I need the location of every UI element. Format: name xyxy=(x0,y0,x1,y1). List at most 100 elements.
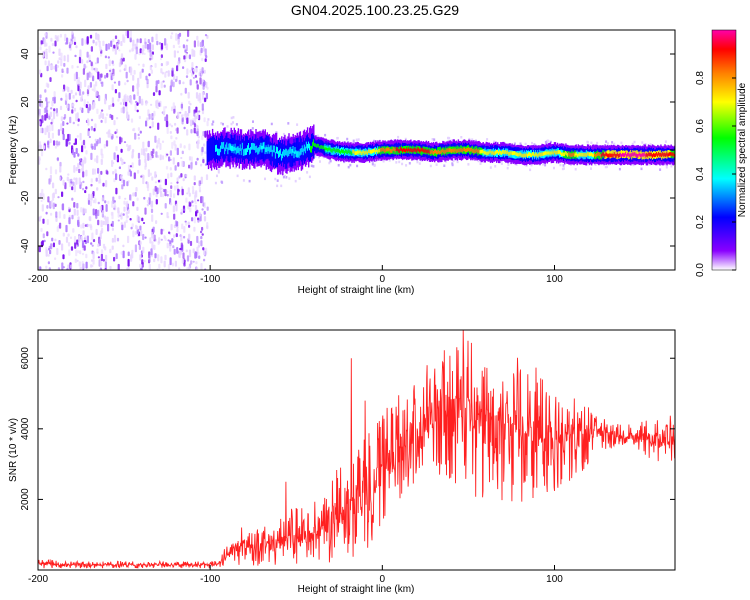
spectrogram-ridge-cell xyxy=(466,148,468,152)
spectrogram-noise-cell xyxy=(134,132,137,140)
spectrogram-noise-cell xyxy=(190,260,193,265)
spectrogram-ridge-cell xyxy=(425,149,428,154)
spectrogram-ridge-cell xyxy=(389,149,391,153)
spectrogram-noise-cell xyxy=(84,39,87,45)
spectrogram-halo-cell xyxy=(632,163,635,167)
spectrogram-noise-cell xyxy=(204,48,207,57)
spectrogram-ridge-cell xyxy=(522,153,525,158)
spectrogram-noise-cell xyxy=(47,140,50,148)
spectrogram-ridge-cell xyxy=(414,147,416,152)
spectrogram-noise-cell xyxy=(130,100,133,105)
spectrogram-noise-cell xyxy=(137,169,140,174)
spectrogram-noise-cell xyxy=(68,92,71,100)
spectrogram-noise-cell xyxy=(165,165,169,170)
spectrogram-noise-cell xyxy=(146,78,149,85)
spectrogram-ridge-cell xyxy=(600,154,602,158)
spectrogram-noise-cell xyxy=(166,153,169,156)
spectrogram-noise-cell xyxy=(161,193,164,198)
spectrogram-noise-cell xyxy=(163,235,166,239)
spectrogram-halo-cell xyxy=(420,159,423,162)
spectrogram-noise-cell xyxy=(41,240,44,246)
spectrogram-noise-cell xyxy=(42,145,46,150)
spectrogram-noise-cell xyxy=(95,228,98,235)
spectrogram-ridge-cell xyxy=(333,147,336,152)
spectrogram-noise-cell xyxy=(144,158,147,164)
spectrogram-noise-cell xyxy=(54,238,57,242)
spectrogram-noise-cell xyxy=(123,161,126,164)
spectrogram-halo-cell xyxy=(586,141,589,144)
spectrogram-noise-cell xyxy=(126,181,129,187)
spectrogram-halo-cell xyxy=(429,164,432,168)
spectrogram-noise-cell xyxy=(148,255,151,263)
spectrogram-ridge-cell xyxy=(390,149,392,153)
spectrogram-noise-cell xyxy=(201,208,204,211)
spectrogram-noise-cell xyxy=(139,254,142,261)
spectrogram-ridge-cell xyxy=(428,150,431,155)
spectrogram-noise-cell xyxy=(182,66,185,69)
spectrogram-noise-cell xyxy=(49,138,52,144)
spectrogram-noise-cell xyxy=(136,102,139,106)
spectrogram-noise-cell xyxy=(101,227,104,234)
spectrogram-ridge-cell xyxy=(647,152,650,156)
spectrogram-noise-cell xyxy=(159,143,162,150)
spectrogram-noise-cell xyxy=(149,42,152,50)
spectrogram-noise-cell xyxy=(197,141,200,150)
spectrogram-ridge-cell xyxy=(291,149,293,156)
spectrogram-noise-cell xyxy=(58,240,61,245)
spectrogram-noise-cell xyxy=(47,101,51,104)
spectrogram-noise-cell xyxy=(121,184,124,190)
spectrogram-noise-cell xyxy=(179,143,182,148)
spectrogram-ridge-cell xyxy=(418,148,420,153)
spectrogram-noise-cell xyxy=(38,108,41,116)
spectrogram-noise-cell xyxy=(137,127,140,131)
spectrogram-ridge-cell xyxy=(481,149,483,154)
spectrogram-noise-cell xyxy=(122,250,125,259)
spectrogram-noise-cell xyxy=(172,102,175,110)
spectrogram-noise-cell xyxy=(50,107,53,110)
spectrogram-noise-cell xyxy=(48,113,51,116)
spectrogram-noise-cell xyxy=(43,141,46,144)
spectrogram-ridge-cell xyxy=(570,153,572,157)
spectrogram-halo-cell xyxy=(493,140,496,144)
spectrogram-x-tick-label: -100 xyxy=(200,274,220,285)
spectrogram-noise-cell xyxy=(95,90,98,97)
spectrogram-ridge-cell xyxy=(256,145,258,153)
spectrogram-noise-cell xyxy=(126,200,129,209)
spectrogram-noise-cell xyxy=(43,39,47,47)
spectrogram-noise-cell xyxy=(112,38,115,43)
spectrogram-halo-cell xyxy=(264,177,266,181)
spectrogram-noise-cell xyxy=(62,121,65,126)
spectrogram-noise-cell xyxy=(149,237,152,244)
spectrogram-noise-cell xyxy=(122,179,126,187)
spectrogram-ridge-cell xyxy=(404,148,406,152)
spectrogram-ridge-cell xyxy=(217,140,219,155)
spectrogram-ridge-cell xyxy=(391,149,393,153)
spectrogram-noise-cell xyxy=(89,34,93,39)
spectrogram-ridge-cell xyxy=(221,142,223,149)
spectrogram-ridge-cell xyxy=(663,153,665,157)
spectrogram-noise-cell xyxy=(69,116,72,124)
spectrogram-noise-cell xyxy=(90,61,93,67)
spectrogram-ridge-cell xyxy=(364,150,367,155)
spectrogram-noise-cell xyxy=(51,100,54,107)
spectrogram-noise-cell xyxy=(98,178,102,184)
spectrogram-ridge-cell xyxy=(412,148,414,153)
spectrogram-ridge-cell xyxy=(521,149,524,158)
spectrogram-ridge-cell xyxy=(644,154,647,158)
spectrogram-halo-cell xyxy=(479,162,482,165)
spectrogram-noise-cell xyxy=(155,33,158,41)
spectrogram-halo-cell xyxy=(371,160,374,163)
spectrogram-ridge-cell xyxy=(230,144,232,151)
spectrogram-ridge-cell xyxy=(517,153,519,157)
spectrogram-ridge-cell xyxy=(408,147,410,152)
spectrogram-ridge-cell xyxy=(443,149,445,154)
spectrogram-halo-cell xyxy=(298,177,301,180)
spectrogram-ridge-cell xyxy=(640,154,642,158)
spectrogram-halo-cell xyxy=(230,122,233,126)
spectrogram-ridge-cell xyxy=(290,146,292,154)
spectrogram-noise-cell xyxy=(137,63,140,66)
spectrogram-noise-cell xyxy=(155,100,158,107)
spectrogram-ridge-cell xyxy=(547,150,549,155)
spectrogram-ridge-cell xyxy=(352,149,354,154)
spectrogram-noise-cell xyxy=(141,261,144,268)
